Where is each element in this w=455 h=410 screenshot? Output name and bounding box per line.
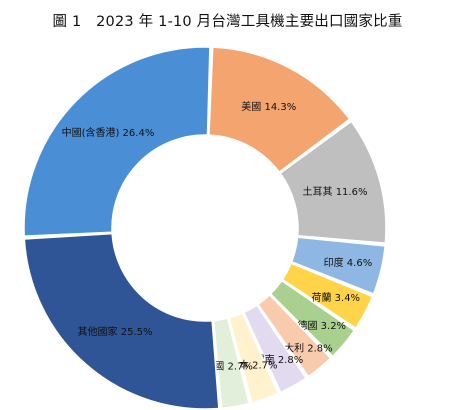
- slice-label-德國: 德國 3.2%: [297, 319, 346, 332]
- slice-德國: [269, 279, 356, 358]
- slice-label-越南: 越南 2.8%: [255, 353, 304, 366]
- slice-label-日本: 日本 2.7%: [229, 358, 278, 371]
- slice-label-義大利: 義大利 2.8%: [274, 341, 333, 354]
- slice-label-其他國家: 其他國家 25.5%: [78, 325, 153, 338]
- slice-label-荷蘭: 荷蘭 3.4%: [311, 291, 360, 304]
- slice-荷蘭: [281, 262, 374, 330]
- slice-義大利: [257, 293, 332, 378]
- slice-泰國: [212, 317, 251, 410]
- slice-美國: [208, 46, 351, 174]
- slice-label-印度: 印度 4.6%: [324, 256, 373, 269]
- slice-label-美國: 美國 14.3%: [241, 100, 296, 113]
- slice-土耳其: [279, 120, 387, 244]
- chart-title: 圖 1 2023 年 1-10 月台灣工具機主要出口國家比重: [52, 14, 403, 30]
- slice-印度: [290, 236, 386, 295]
- slice-越南: [242, 304, 308, 394]
- slice-label-土耳其: 土耳其 11.6%: [303, 185, 368, 198]
- slice-其他國家: [23, 232, 220, 410]
- slice-label-中國含香港: 中國(含香港) 26.4%: [62, 126, 155, 139]
- slice-中國含香港: [23, 46, 211, 237]
- slice-日本: [228, 312, 280, 404]
